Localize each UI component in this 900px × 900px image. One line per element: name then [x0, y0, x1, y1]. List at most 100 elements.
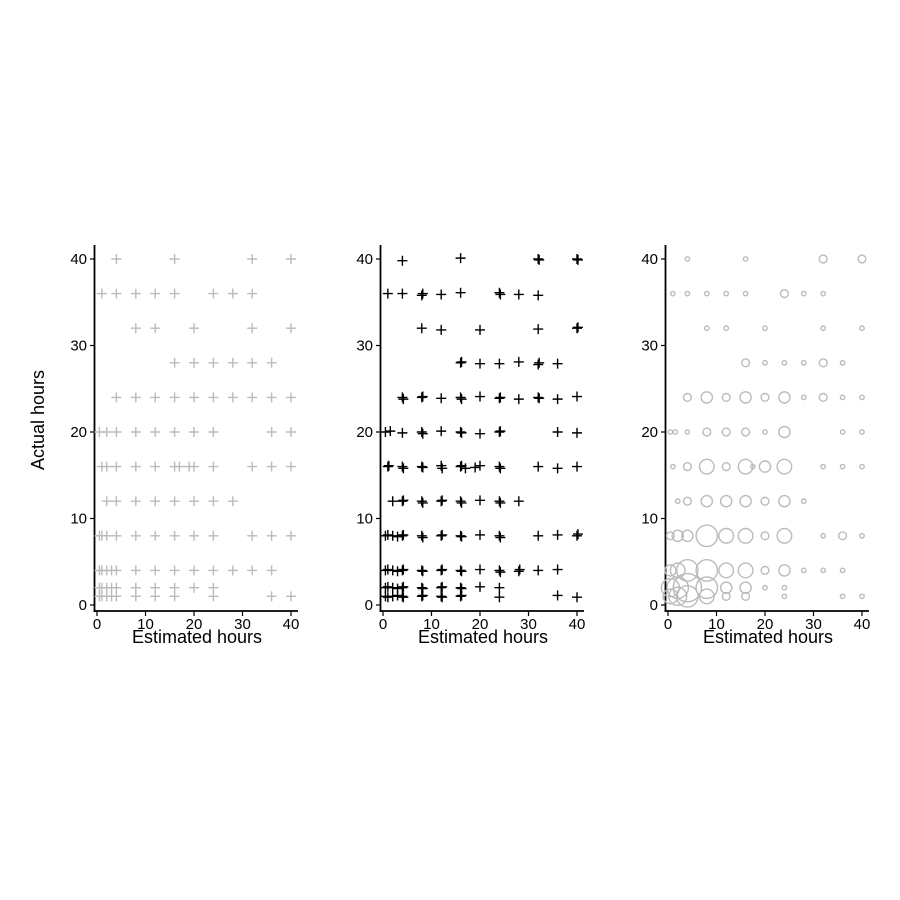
plus-point [111, 582, 122, 593]
plus-point [189, 530, 199, 541]
plus-point [397, 392, 408, 403]
x-tick-label: 10 [423, 616, 440, 633]
plus-point [111, 530, 122, 541]
y-tick-label: 10 [70, 511, 87, 528]
bubble-point [800, 394, 807, 401]
plus-point [169, 530, 180, 541]
plus-point [130, 530, 141, 541]
bubble-point [839, 593, 846, 600]
bubble-point [818, 254, 828, 264]
y-tick-label: 20 [70, 424, 87, 441]
y-tick-label: 40 [356, 251, 373, 268]
plus-point [475, 391, 485, 402]
plus-point [455, 392, 466, 403]
bubble-point [682, 462, 693, 472]
bubble-point [742, 290, 749, 297]
bubble-point [859, 463, 865, 470]
plus-point [552, 529, 563, 540]
plus-point [130, 323, 141, 334]
plus-point [150, 288, 161, 299]
plus-point [101, 461, 112, 472]
bubble-point [723, 325, 730, 332]
plus-point [150, 427, 161, 437]
plus-point [455, 287, 466, 298]
y-tick-label: 10 [641, 511, 658, 528]
bubble-point [737, 527, 754, 544]
plus-point [111, 565, 122, 576]
plus-point [495, 567, 506, 578]
x-tick-label: 40 [283, 616, 300, 633]
bubble-point [695, 576, 719, 600]
bubble-point [672, 572, 703, 603]
plus-point [387, 496, 398, 507]
plus-point [533, 324, 544, 335]
plus-point [382, 564, 393, 575]
plus-point [169, 565, 180, 576]
bubble-point [721, 427, 731, 437]
plus-point [475, 529, 485, 540]
bubble-point [779, 289, 790, 299]
plus-point [111, 461, 122, 472]
plus-point [494, 496, 505, 507]
plus-point [455, 357, 466, 368]
x-tick-label: 0 [379, 616, 387, 633]
bubble-point [800, 498, 807, 505]
plus-point [417, 590, 428, 601]
y-tick-label: 40 [70, 251, 87, 268]
bubble-point [820, 567, 827, 574]
plus-point [495, 392, 506, 403]
plus-point [397, 582, 408, 593]
plus-point [130, 392, 141, 403]
x-tick-label: 20 [186, 616, 203, 633]
plus-point [169, 392, 180, 403]
bubble-point [737, 458, 754, 475]
plus-point [513, 289, 524, 300]
plus-point [189, 565, 199, 576]
bubble-point [681, 529, 694, 543]
plus-point [533, 290, 544, 301]
plus-point [150, 392, 161, 403]
plus-point [266, 357, 277, 368]
plus-point [208, 357, 219, 368]
plus-point [111, 254, 122, 264]
plus-point [286, 254, 296, 264]
y-tick-label: 40 [641, 251, 658, 268]
bubble-point [739, 494, 752, 508]
plus-point [286, 427, 296, 437]
plus-point [475, 460, 485, 471]
plus-point [398, 529, 409, 540]
plus-point [436, 289, 447, 300]
plus-point [416, 392, 427, 403]
plus-point [247, 461, 258, 472]
plus-point [169, 254, 180, 264]
plus-point [189, 461, 199, 472]
plus-point [495, 532, 506, 543]
bubble-point [695, 559, 719, 582]
plus-point [416, 496, 427, 507]
plus-point [111, 392, 122, 403]
bubble-point [703, 325, 710, 332]
plus-point [533, 530, 544, 541]
bubble-point [859, 429, 865, 435]
bubble-point [721, 462, 731, 472]
bubble-point [839, 463, 846, 470]
plus-point [208, 427, 219, 437]
plus-point [534, 254, 545, 265]
plus-point [436, 591, 447, 602]
plus-point [436, 393, 447, 404]
x-tick-label: 30 [234, 616, 251, 633]
plus-point [437, 592, 448, 603]
bubble-point [723, 290, 730, 297]
plus-point [169, 427, 180, 437]
plus-point [533, 254, 544, 264]
plus-point [417, 566, 428, 577]
plus-point [533, 359, 544, 370]
x-tick-label: 30 [805, 616, 822, 633]
plus-point [513, 394, 524, 405]
plus-point [286, 530, 296, 541]
bubble-point [684, 429, 691, 435]
plus-point [266, 530, 277, 541]
plus-point [189, 392, 199, 403]
bubble-point [762, 584, 768, 591]
plus-point [189, 582, 199, 593]
